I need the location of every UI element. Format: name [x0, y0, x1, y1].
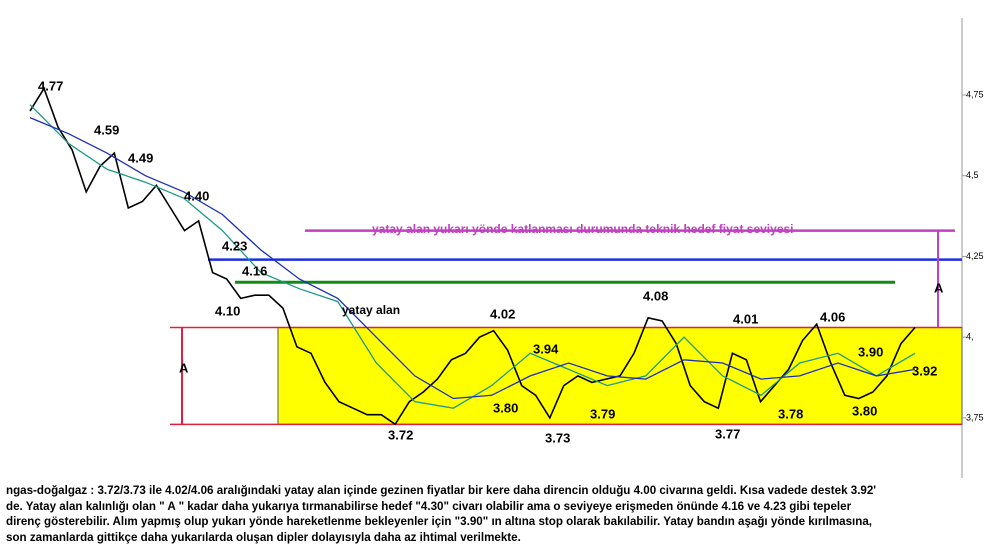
price-line — [29, 117, 916, 400]
price-label: 4.40 — [184, 188, 209, 203]
price-label: 4.02 — [490, 306, 515, 321]
caption-line: ngas-doğalgaz : 3.72/3.73 ile 4.02/4.06 … — [6, 484, 877, 497]
price-label: 3.90 — [858, 344, 883, 359]
price-label: 4.49 — [128, 150, 153, 165]
price-label: 3.78 — [778, 406, 803, 421]
caption-line: son zamanlarda gittikçe daha yukarılarda… — [6, 530, 521, 544]
price-label: 3.72 — [388, 427, 413, 442]
price-label: 4.23 — [222, 238, 247, 253]
price-line — [29, 86, 916, 426]
price-label: 3.73 — [545, 430, 570, 445]
price-label: 4.01 — [733, 311, 758, 326]
price-label: 4.59 — [94, 122, 119, 137]
price-label: 4.06 — [820, 309, 845, 324]
price-label: 3.80 — [493, 400, 518, 415]
measure-label: A — [934, 280, 944, 295]
price-label: 4.10 — [215, 303, 240, 318]
price-label: 3.94 — [533, 341, 559, 356]
y-tick-label: 3,75 — [966, 412, 984, 422]
y-tick-label: 4,5 — [966, 170, 979, 180]
price-label: 3.92 — [912, 363, 937, 378]
price-label: 3.80 — [852, 403, 877, 418]
annotation: yatay alan — [342, 303, 400, 317]
caption: ngas-doğalgaz : 3.72/3.73 ile 4.02/4.06 … — [6, 483, 996, 545]
measure-label: A — [179, 360, 189, 375]
y-tick-label: 4,75 — [966, 89, 984, 99]
y-tick-label: 4,25 — [966, 251, 984, 261]
price-label: 3.79 — [590, 406, 615, 421]
price-label: 4.77 — [38, 78, 63, 93]
chart: 3,75 4, 4,25 4,5 4,75 4.77 4.59 4.49 4.40 4.… — [29, 18, 984, 478]
target-note: yatay alan yukarı yönde katlanması durum… — [372, 222, 794, 236]
caption-line: de. Yatay alan kalınlığı olan " A " kada… — [6, 499, 852, 513]
price-label: 4.16 — [242, 263, 267, 278]
price-label: 4.08 — [643, 288, 668, 303]
caption-line: direnç gösterebilir. Alım yapmış olup yu… — [6, 515, 873, 528]
y-tick-label: 4, — [966, 332, 974, 342]
price-label: 3.77 — [715, 426, 740, 441]
